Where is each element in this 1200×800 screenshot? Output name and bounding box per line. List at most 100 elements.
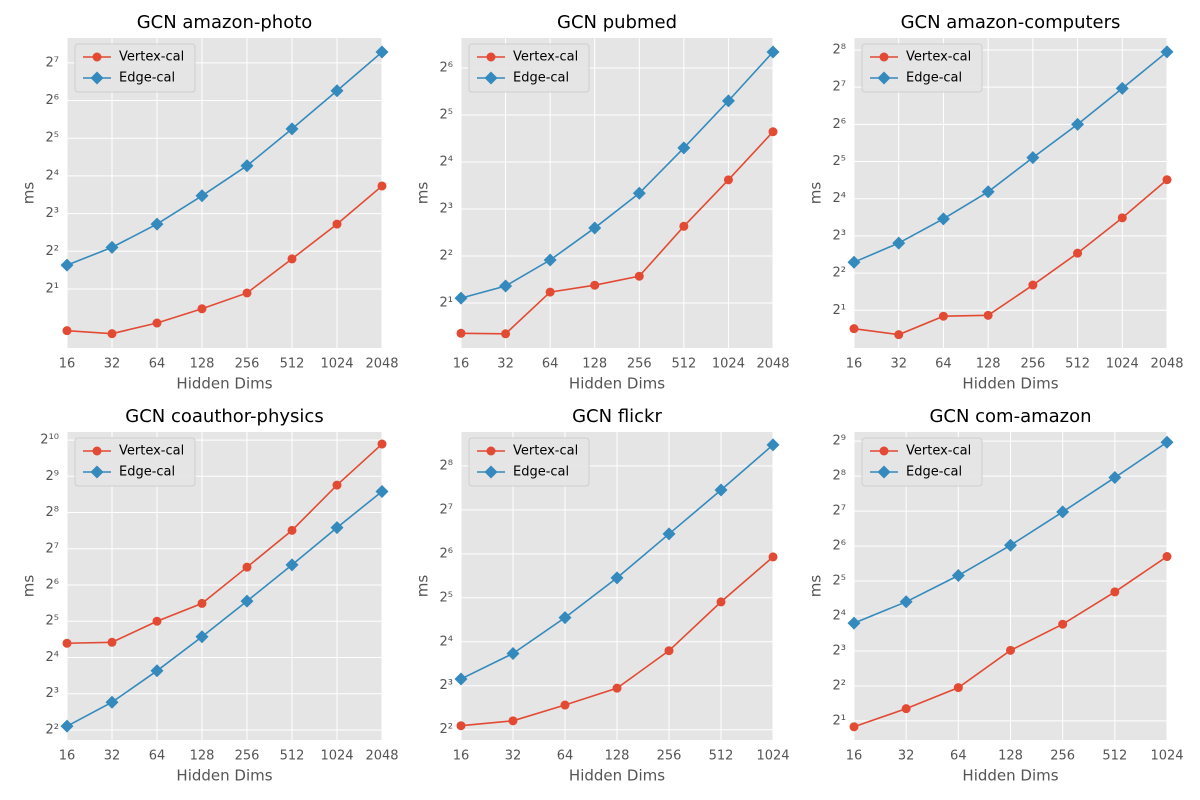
marker [543, 253, 557, 267]
x-tick-label: 128 [190, 749, 215, 764]
marker [508, 716, 518, 726]
marker [1160, 45, 1174, 59]
x-tick-label: 64 [149, 749, 166, 764]
legend-marker [484, 71, 498, 85]
legend-label: Vertex-cal [906, 50, 971, 65]
legend-label: Edge-cal [513, 465, 569, 480]
marker [1058, 619, 1068, 629]
subplot: 2¹ 2² 2³ 2⁴ 2⁵ 2⁶ 16 32 64 128 256 512 1024 2048 GCN p… [414, 12, 790, 393]
legend-box [74, 43, 196, 93]
subplot: 2¹ 2² 2³ 2⁴ 2⁵ 2⁶ 2⁷ 2⁸ 16 32 64 128 256 512 1024 2048 G… [807, 12, 1184, 393]
legend-marker [879, 446, 889, 456]
marker [1006, 645, 1015, 655]
y-tick-label: 2⁹ [833, 434, 846, 449]
legend-marker [877, 465, 891, 479]
y-tick-label: 2³ [833, 643, 846, 658]
y-tick-label: 2⁶ [833, 117, 846, 132]
y-tick-label: 2⁷ [46, 55, 59, 70]
marker [723, 175, 733, 185]
x-tick-label: 256 [235, 357, 260, 372]
y-tick-label: 2² [833, 678, 846, 693]
series-line [66, 51, 383, 266]
marker [195, 630, 209, 644]
x-tick-label: 32 [497, 357, 514, 372]
x-tick-label: 64 [950, 749, 967, 764]
legend-marker [90, 465, 104, 479]
x-tick-label: 512 [280, 357, 305, 372]
marker [1028, 280, 1038, 290]
legend-marker [90, 71, 104, 85]
y-tick-label: 2⁵ [833, 154, 846, 169]
marker [679, 221, 689, 231]
x-tick-label: 64 [542, 357, 559, 372]
marker [456, 328, 466, 338]
y-tick-label: 2³ [833, 228, 846, 243]
marker [377, 439, 387, 449]
series-line [66, 490, 383, 727]
marker [499, 279, 513, 293]
marker [634, 271, 644, 281]
subplot: 2¹ 2² 2³ 2⁴ 2⁵ 2⁶ 2⁷ 2⁸ 2⁹ 16 32 64 128 256 512 1024 GCN… [807, 406, 1184, 785]
x-axis-label: Hidden Dims [176, 767, 272, 785]
marker [375, 45, 389, 59]
marker [60, 258, 74, 272]
y-tick-label: 2⁸ [440, 458, 453, 473]
marker [983, 310, 993, 320]
y-tick-label: 2¹⁰ [40, 433, 59, 448]
marker [899, 595, 913, 609]
y-tick-label: 2¹ [440, 296, 453, 311]
marker [716, 597, 726, 607]
y-tick-label: 2⁵ [46, 614, 59, 629]
legend-marker [484, 465, 498, 479]
x-axis-label: Hidden Dims [176, 375, 272, 393]
legend-box [74, 437, 196, 487]
marker [677, 141, 691, 155]
y-tick-label: 2⁶ [833, 539, 846, 554]
marker [1115, 81, 1129, 95]
x-tick-label: 32 [505, 749, 522, 764]
y-tick-label: 2³ [46, 206, 59, 221]
marker [197, 598, 207, 608]
legend-label: Vertex-cal [906, 444, 971, 459]
y-tick-label: 2⁴ [46, 650, 59, 665]
marker [454, 672, 468, 686]
marker [766, 438, 780, 452]
y-tick-label: 2¹ [833, 303, 846, 318]
x-axis-label: Hidden Dims [569, 375, 665, 393]
marker [454, 291, 468, 305]
y-tick-label: 2¹ [46, 282, 59, 297]
series-line [460, 131, 774, 335]
chart-title: GCN flickr [572, 406, 662, 427]
x-tick-label: 2048 [1150, 357, 1183, 372]
marker [662, 527, 676, 541]
x-tick-label: 64 [557, 749, 574, 764]
y-axis-label: ms [807, 575, 825, 598]
marker [62, 326, 72, 336]
marker [721, 94, 735, 108]
x-tick-label: 1024 [756, 749, 789, 764]
marker [664, 646, 674, 656]
x-tick-label: 512 [1102, 749, 1127, 764]
marker [953, 683, 963, 693]
marker [60, 719, 74, 733]
legend-label: Vertex-cal [119, 444, 184, 459]
y-tick-label: 2⁷ [833, 80, 846, 95]
chart-title: GCN coauthor-physics [125, 406, 323, 427]
y-tick-label: 2² [440, 248, 453, 263]
marker [377, 181, 387, 191]
x-tick-label: 32 [890, 357, 907, 372]
chart-title: GCN pubmed [557, 12, 677, 33]
x-tick-label: 1024 [712, 357, 745, 372]
marker [285, 122, 299, 136]
y-tick-label: 2⁸ [46, 505, 59, 520]
x-tick-label: 128 [998, 749, 1023, 764]
y-tick-label: 2⁷ [46, 541, 59, 556]
y-tick-label: 2² [46, 244, 59, 259]
x-tick-label: 16 [453, 749, 470, 764]
marker [632, 186, 646, 200]
marker [330, 521, 344, 535]
marker [195, 189, 209, 203]
marker [768, 552, 778, 562]
y-tick-label: 2³ [440, 678, 453, 693]
y-tick-label: 2⁸ [833, 469, 846, 484]
